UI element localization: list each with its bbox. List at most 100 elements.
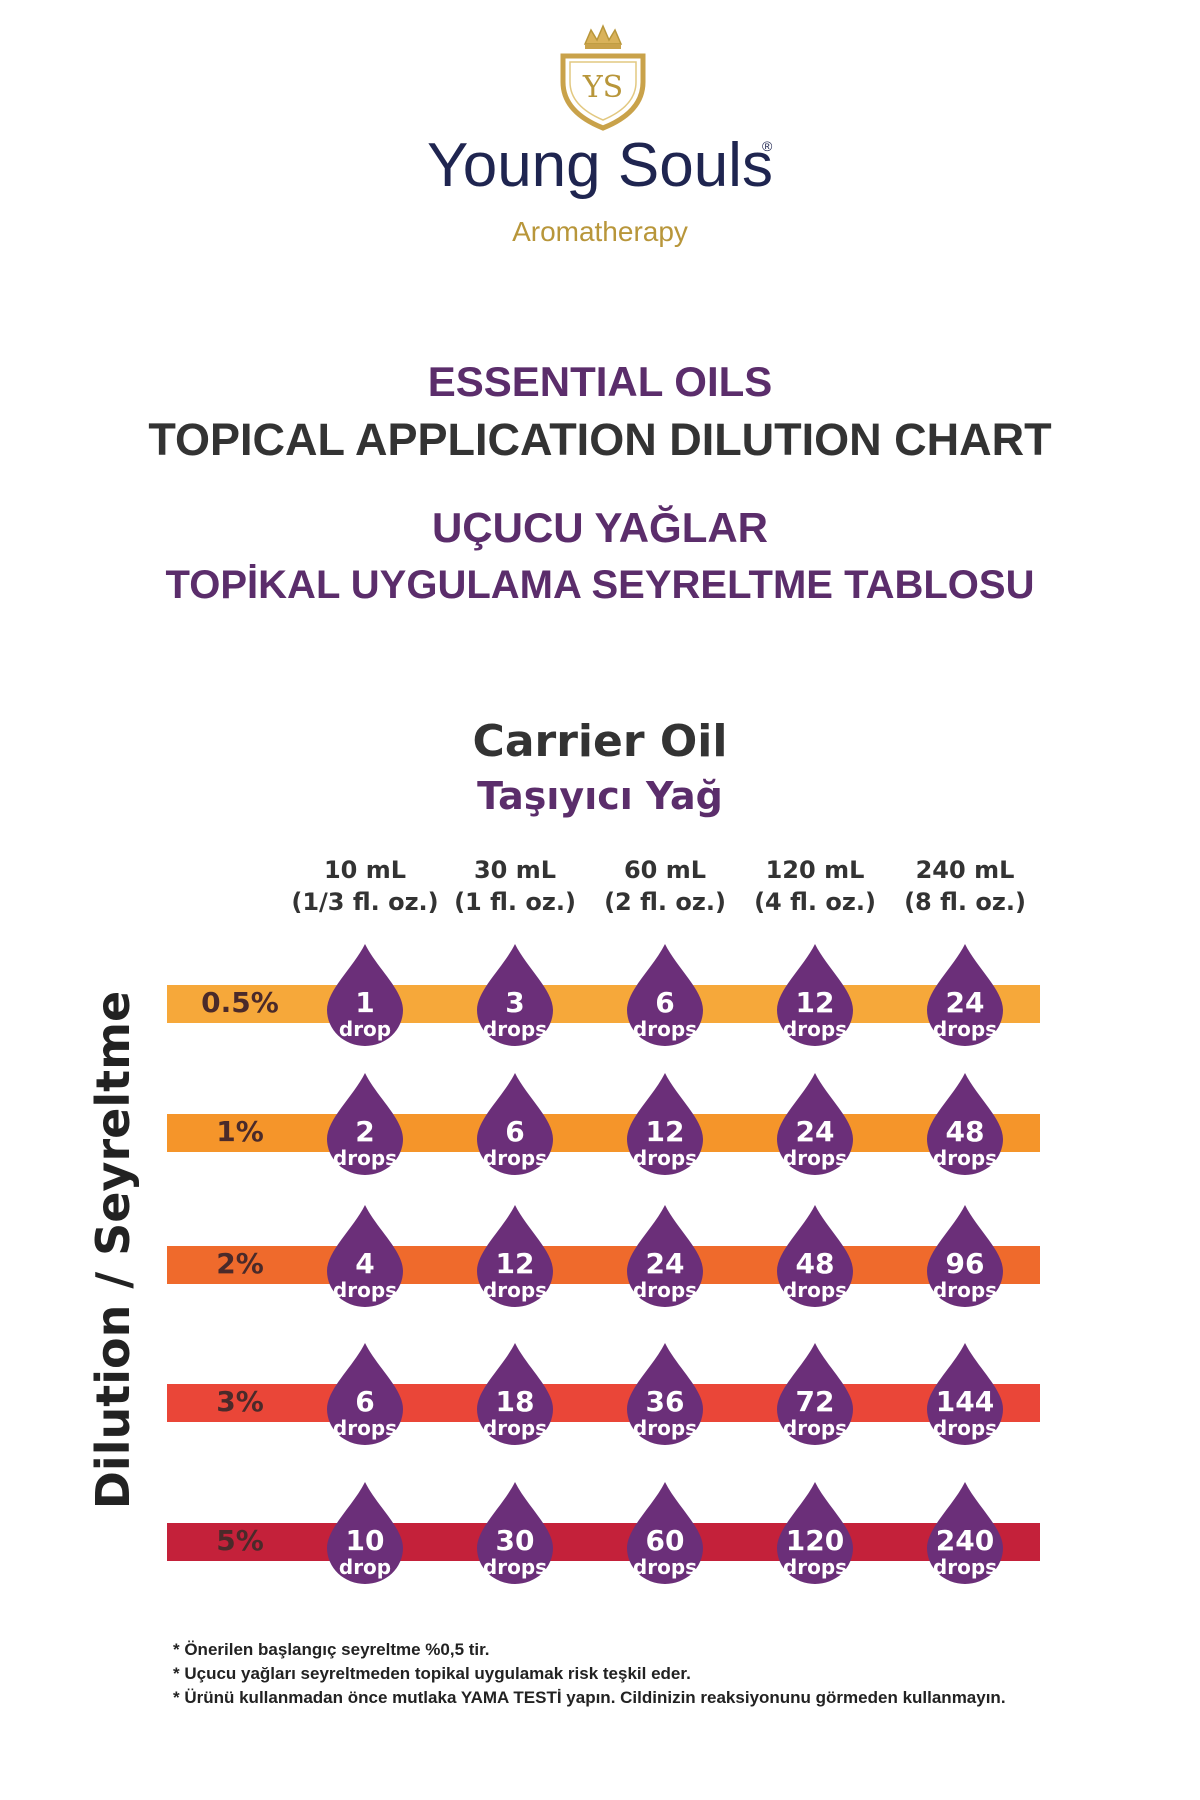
footnote: * Önerilen başlangıç seyreltme %0,5 tir. bbox=[173, 1640, 490, 1659]
drop-cell: 24 drops bbox=[775, 1071, 855, 1175]
column-header: 120 mL (4 fl. oz.) bbox=[735, 854, 895, 918]
drop-cell: 96 drops bbox=[925, 1203, 1005, 1307]
drop-cell: 12 drops bbox=[625, 1071, 705, 1175]
drop-unit: drops bbox=[932, 1278, 998, 1302]
drop-icon bbox=[477, 1205, 553, 1307]
column-volume: 10 mL bbox=[323, 856, 407, 884]
footnotes: * Önerilen başlangıç seyreltme %0,5 tir.… bbox=[173, 1638, 1073, 1710]
drop-icon bbox=[477, 1482, 553, 1584]
drop-unit: drops bbox=[932, 1416, 998, 1440]
dilution-axis-label: Dilution / Seyreltme bbox=[86, 990, 140, 1510]
column-volume: 120 mL bbox=[765, 856, 865, 884]
column-header: 30 mL (1 fl. oz.) bbox=[435, 854, 595, 918]
dilution-band bbox=[167, 1246, 1040, 1284]
brand-subtitle: Aromatherapy bbox=[512, 216, 688, 247]
drop-cell: 24 drops bbox=[625, 1203, 705, 1307]
dilution-percent: 0.5% bbox=[201, 986, 279, 1019]
drop-icon bbox=[327, 1073, 403, 1175]
drop-cell: 24 drops bbox=[925, 942, 1005, 1046]
drop-cell: 144 drops bbox=[925, 1341, 1005, 1445]
drop-icon bbox=[327, 944, 403, 1046]
drop-cell: 6 drops bbox=[475, 1071, 555, 1175]
drop-cell: 4 drops bbox=[325, 1203, 405, 1307]
drop-count: 3 bbox=[505, 986, 525, 1019]
drop-unit: drops bbox=[782, 1555, 848, 1579]
carrier-oil-title: Carrier Oil bbox=[472, 716, 728, 767]
drop-cell: 10 drop bbox=[325, 1480, 405, 1584]
column-header: 10 mL (1/3 fl. oz.) bbox=[285, 854, 445, 918]
drop-unit: drops bbox=[632, 1416, 698, 1440]
drop-unit: drops bbox=[332, 1146, 398, 1170]
drop-count: 240 bbox=[935, 1524, 995, 1557]
column-volume: 30 mL bbox=[473, 856, 557, 884]
drop-count: 4 bbox=[355, 1247, 375, 1280]
drop-count: 60 bbox=[645, 1524, 685, 1557]
drop-icon bbox=[627, 1343, 703, 1445]
brand-name: Young Souls bbox=[427, 131, 773, 200]
registered-mark: ® bbox=[762, 138, 773, 154]
column-header: 60 mL (2 fl. oz.) bbox=[585, 854, 745, 918]
drop-icon bbox=[627, 1482, 703, 1584]
drop-icon bbox=[327, 1482, 403, 1584]
dilution-band bbox=[167, 1523, 1040, 1561]
drop-icon bbox=[927, 1343, 1003, 1445]
logo-monogram: YS bbox=[582, 70, 624, 105]
column-oz: (1/3 fl. oz.) bbox=[291, 888, 439, 916]
drop-count: 2 bbox=[355, 1115, 375, 1148]
dilution-percent: 2% bbox=[216, 1247, 264, 1280]
heading-tr-line2: TOPİKAL UYGULAMA SEYRELTME TABLOSU bbox=[165, 563, 1035, 607]
dilution-percent: 1% bbox=[216, 1115, 264, 1148]
drop-icon bbox=[777, 944, 853, 1046]
drop-cell: 48 drops bbox=[925, 1071, 1005, 1175]
heading-en-line2: TOPICAL APPLICATION DILUTION CHART bbox=[148, 414, 1052, 465]
drop-icon bbox=[327, 1205, 403, 1307]
drop-unit: drops bbox=[482, 1146, 548, 1170]
dilution-percent: 3% bbox=[216, 1385, 264, 1418]
drop-icon bbox=[627, 1205, 703, 1307]
column-oz: (4 fl. oz.) bbox=[754, 888, 876, 916]
drop-icon bbox=[327, 1343, 403, 1445]
drop-unit: drops bbox=[782, 1146, 848, 1170]
column-oz: (8 fl. oz.) bbox=[904, 888, 1026, 916]
drop-count: 120 bbox=[785, 1524, 845, 1557]
drop-icon bbox=[777, 1073, 853, 1175]
drop-cell: 1 drop bbox=[325, 942, 405, 1046]
drop-cell: 30 drops bbox=[475, 1480, 555, 1584]
drop-cell: 48 drops bbox=[775, 1203, 855, 1307]
drop-unit: drops bbox=[482, 1278, 548, 1302]
footnote: * Ürünü kullanmadan önce mutlaka YAMA TE… bbox=[173, 1688, 1006, 1707]
drop-cell: 36 drops bbox=[625, 1341, 705, 1445]
drop-count: 24 bbox=[795, 1115, 835, 1148]
drop-cell: 3 drops bbox=[475, 942, 555, 1046]
carrier-oil-title-tr: Taşıyıcı Yağ bbox=[477, 774, 723, 818]
drop-unit: drops bbox=[482, 1017, 548, 1041]
drop-unit: drops bbox=[332, 1278, 398, 1302]
column-oz: (2 fl. oz.) bbox=[604, 888, 726, 916]
drop-unit: drops bbox=[932, 1017, 998, 1041]
drop-unit: drops bbox=[482, 1416, 548, 1440]
drop-count: 96 bbox=[945, 1247, 985, 1280]
drop-icon bbox=[927, 1482, 1003, 1584]
drop-unit: drops bbox=[782, 1017, 848, 1041]
drop-count: 48 bbox=[945, 1115, 985, 1148]
drop-count: 6 bbox=[355, 1385, 375, 1418]
drop-count: 30 bbox=[495, 1524, 535, 1557]
drop-count: 36 bbox=[645, 1385, 685, 1418]
column-oz: (1 fl. oz.) bbox=[454, 888, 576, 916]
drop-icon bbox=[927, 1073, 1003, 1175]
drop-count: 12 bbox=[645, 1115, 685, 1148]
drop-cell: 2 drops bbox=[325, 1071, 405, 1175]
drop-unit: drops bbox=[482, 1555, 548, 1579]
drop-unit: drops bbox=[782, 1278, 848, 1302]
dilution-band bbox=[167, 985, 1040, 1023]
drop-count: 10 bbox=[345, 1524, 385, 1557]
drop-icon bbox=[777, 1482, 853, 1584]
drop-icon bbox=[627, 944, 703, 1046]
drop-unit: drops bbox=[632, 1146, 698, 1170]
heading-en-line1: ESSENTIAL OILS bbox=[427, 358, 773, 405]
drop-count: 18 bbox=[495, 1385, 535, 1418]
drop-unit: drops bbox=[632, 1017, 698, 1041]
drop-cell: 6 drops bbox=[325, 1341, 405, 1445]
drop-icon bbox=[477, 1343, 553, 1445]
drop-icon bbox=[927, 944, 1003, 1046]
